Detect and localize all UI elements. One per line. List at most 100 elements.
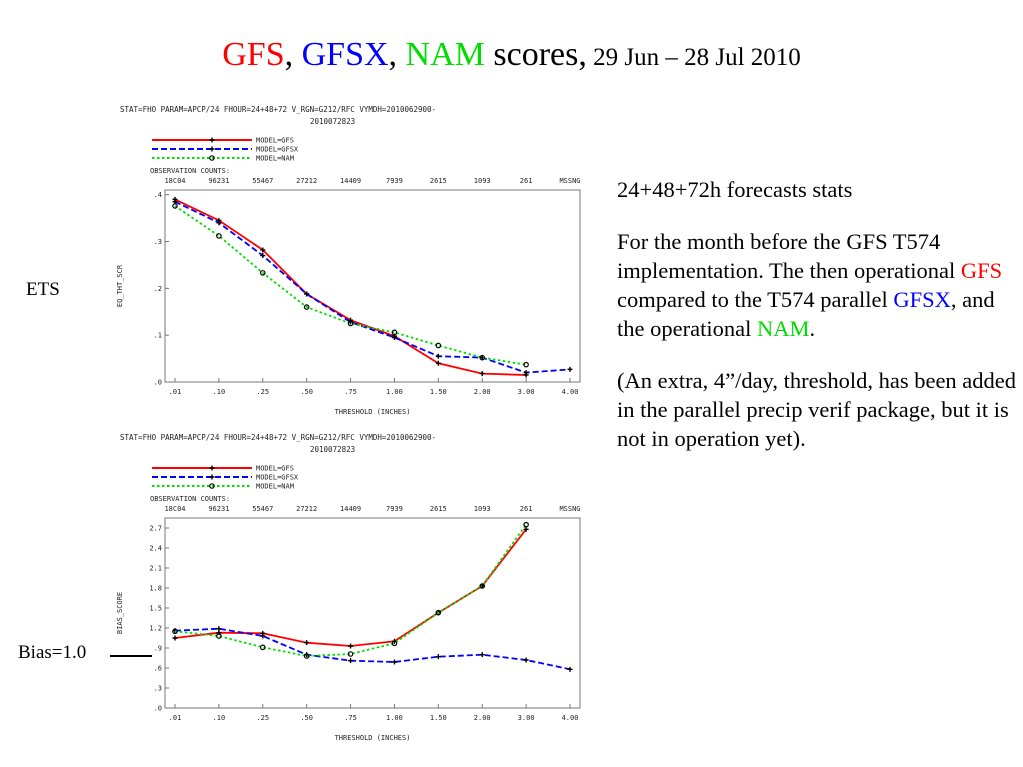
- data-point: [260, 247, 266, 253]
- data-point: [567, 366, 573, 372]
- title-sep-2: ,: [388, 36, 406, 73]
- y-tick-label: 1.8: [149, 585, 162, 593]
- data-point: [216, 633, 222, 639]
- observation-count: MSSNG: [559, 177, 580, 185]
- x-tick-label: 1.00: [386, 714, 403, 722]
- y-tick-label: .3: [154, 238, 162, 246]
- y-tick-label: .6: [154, 665, 162, 673]
- data-point: [435, 654, 441, 660]
- data-point: [479, 583, 486, 589]
- x-axis-label: THRESHOLD (INCHES): [335, 734, 411, 742]
- data-point: [523, 526, 529, 532]
- series-line: [174, 198, 527, 376]
- data-point: [523, 370, 529, 376]
- series-nam: [172, 203, 529, 368]
- series-line: [174, 200, 571, 374]
- title-gfsx: GFSX: [301, 36, 389, 73]
- data-point: [391, 329, 398, 336]
- notes-p2-a: For the month before the GFS T574 implem…: [617, 229, 961, 283]
- observation-count: 18C04: [164, 177, 185, 185]
- observation-count: 14409: [340, 177, 361, 185]
- notes-p2-gfsx: GFSX: [893, 287, 951, 312]
- x-tick-label: .75: [344, 714, 357, 722]
- y-tick-label: .3: [154, 685, 162, 693]
- data-point: [523, 657, 529, 663]
- chart-header-line-1: STAT=FHO PARAM=APCP/24 FHOUR=24+48+72 V_…: [120, 433, 436, 442]
- data-point: [479, 371, 485, 377]
- y-tick-label: .9: [154, 645, 162, 653]
- observation-counts-label: OBSERVATION COUNTS:: [150, 495, 230, 503]
- title-scores: scores,: [484, 36, 587, 73]
- y-axis-label: EQ_THT_SCR: [116, 264, 124, 307]
- x-tick-label: 3.00: [518, 388, 535, 396]
- observation-count: 14409: [340, 505, 361, 513]
- data-point: [391, 335, 397, 341]
- legend-label: MODEL=GFS: [256, 137, 294, 145]
- x-tick-label: .10: [213, 714, 226, 722]
- notes-paragraph-3: (An extra, 4”/day, threshold, has been a…: [617, 368, 1017, 451]
- data-point: [303, 304, 310, 310]
- data-point: [348, 658, 354, 664]
- chart-header-line-2: 2010072823: [310, 445, 355, 454]
- data-point: [260, 253, 266, 259]
- x-tick-label: 1.50: [430, 714, 447, 722]
- series-line: [174, 627, 571, 671]
- observation-count: 55467: [252, 505, 273, 513]
- series-line: [174, 524, 527, 657]
- observation-count: 1093: [474, 177, 491, 185]
- data-point: [523, 361, 529, 368]
- observation-count: MSSNG: [559, 505, 580, 513]
- slide-title: GFS, GFSX, NAM scores, 29 Jun – 28 Jul 2…: [0, 36, 1023, 74]
- x-tick-label: .01: [169, 714, 182, 722]
- legend-marker: [209, 465, 215, 471]
- ets-side-label: ETS: [26, 279, 60, 300]
- observation-count: 96231: [208, 177, 229, 185]
- legend-marker: [209, 146, 215, 152]
- data-point: [303, 653, 310, 659]
- x-axis-label: THRESHOLD (INCHES): [335, 408, 411, 416]
- notes-paragraph-2: For the month before the GFS T574 implem…: [617, 227, 1017, 343]
- legend-marker: [209, 474, 215, 480]
- legend-label: MODEL=NAM: [256, 483, 294, 491]
- x-tick-label: 2.00: [474, 714, 491, 722]
- data-point: [304, 291, 310, 297]
- y-tick-label: .0: [154, 705, 162, 713]
- data-point: [216, 626, 222, 632]
- notes-p2-c: , and the operational: [617, 287, 995, 341]
- data-point: [172, 635, 178, 641]
- bias-reference-marker: [110, 655, 152, 657]
- x-tick-label: 4.00: [562, 388, 579, 396]
- data-point: [347, 320, 354, 327]
- series-line: [174, 205, 527, 366]
- notes-p2-b: compared to the T574 parallel: [617, 287, 894, 312]
- x-tick-label: 3.00: [518, 714, 535, 722]
- data-point: [172, 628, 178, 635]
- observation-count: 7939: [386, 177, 403, 185]
- x-tick-label: 2.00: [474, 388, 491, 396]
- series-nam: [172, 521, 529, 659]
- data-point: [435, 342, 442, 349]
- observation-count: 55467: [252, 177, 273, 185]
- y-tick-label: .4: [154, 191, 162, 199]
- data-point: [259, 270, 266, 276]
- data-point: [259, 644, 266, 651]
- chart-header-line-1: STAT=FHO PARAM=APCP/24 FHOUR=24+48+72 V_…: [120, 105, 436, 114]
- x-tick-label: 4.00: [562, 714, 579, 722]
- observation-counts-label: OBSERVATION COUNTS:: [150, 167, 230, 175]
- series-line: [174, 528, 527, 647]
- observation-count: 2615: [430, 505, 447, 513]
- series-gfsx: [172, 199, 573, 376]
- observation-count: 1093: [474, 505, 491, 513]
- ets-chart: STAT=FHO PARAM=APCP/24 FHOUR=24+48+72 V_…: [116, 105, 581, 416]
- legend-label: MODEL=NAM: [256, 155, 294, 163]
- observation-count: 27212: [296, 505, 317, 513]
- legend-label: MODEL=GFSX: [256, 474, 299, 482]
- y-tick-label: 2.4: [149, 545, 162, 553]
- data-point: [391, 640, 398, 647]
- data-point: [347, 651, 354, 657]
- chart-header-line-2: 2010072823: [310, 117, 355, 126]
- data-point: [348, 643, 354, 649]
- observation-count: 261: [520, 177, 533, 185]
- x-tick-label: .50: [300, 714, 313, 722]
- y-axis-label: BIAS_SCORE: [116, 592, 124, 634]
